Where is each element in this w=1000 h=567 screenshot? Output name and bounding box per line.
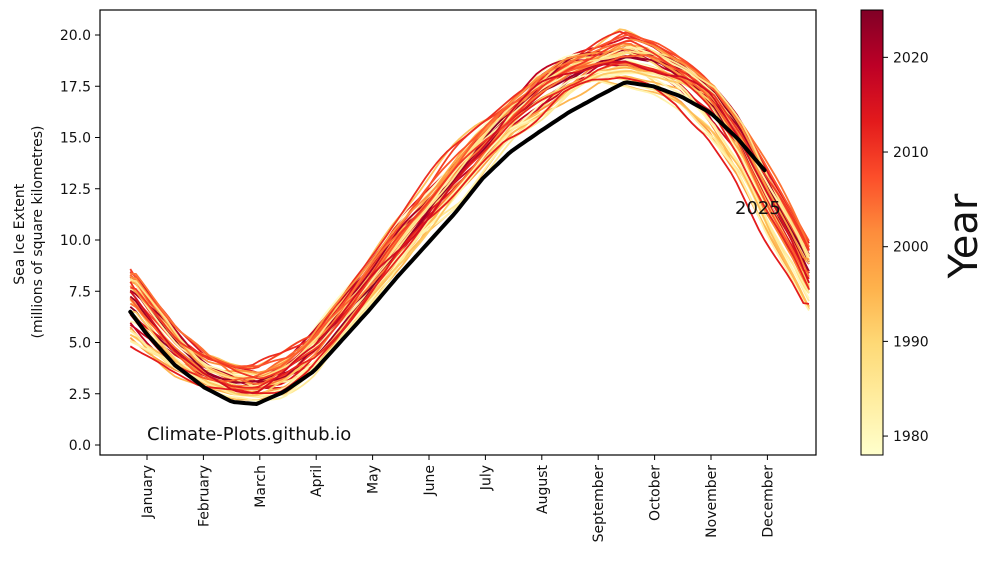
- x-tick-label: December: [760, 465, 776, 538]
- x-tick-label: February: [196, 465, 212, 527]
- y-axis-title-line2: (millions of square kilometres): [30, 126, 46, 339]
- x-tick-label: June: [422, 465, 438, 497]
- colorbar-tick-label: 2000: [893, 240, 929, 256]
- y-tick-label: 0.0: [69, 438, 91, 454]
- year-line: [129, 76, 810, 395]
- y-axis-title: Sea Ice Extent (millions of square kilom…: [12, 126, 46, 339]
- y-tick-label: 15.0: [60, 131, 91, 147]
- plot-frame: [99, 9, 817, 456]
- x-tick-label: October: [648, 465, 664, 521]
- year-line: [129, 74, 810, 398]
- y-axis: 0.0 2.5 5.0 7.5 10.0 12.5 15.0 17.5 20.0: [60, 28, 100, 454]
- year-line: [129, 60, 810, 394]
- x-tick-label: September: [591, 465, 607, 543]
- colorbar-tick-label: 1990: [893, 334, 929, 350]
- y-tick-label: 5.0: [69, 336, 91, 352]
- y-tick-label: 2.5: [69, 387, 91, 403]
- year-line: [130, 40, 810, 380]
- x-tick-label: March: [253, 465, 269, 508]
- year-line: [129, 56, 810, 384]
- colorbar-ticks: 1980 1990 2000 2010 2020: [883, 50, 929, 445]
- series-2025-line: [128, 80, 767, 406]
- x-tick-label: April: [309, 465, 325, 497]
- x-tick-label: November: [704, 465, 720, 538]
- y-tick-label: 17.5: [60, 79, 91, 95]
- y-tick-label: 12.5: [60, 182, 91, 198]
- y-tick-label: 10.0: [60, 233, 91, 249]
- year-line: [129, 75, 810, 396]
- y-tick-label: 7.5: [69, 284, 91, 300]
- x-tick-label: July: [478, 465, 494, 491]
- colorbar-tick-label: 2020: [893, 50, 929, 66]
- year-line: [129, 54, 810, 383]
- colorbar-tick-label: 1980: [893, 429, 929, 445]
- x-tick-label: January: [140, 465, 156, 519]
- y-tick-label: 20.0: [60, 28, 91, 44]
- y-axis-title-line1: Sea Ice Extent: [12, 183, 28, 285]
- year-line: [129, 75, 810, 396]
- colorbar-title: Year: [941, 193, 987, 279]
- x-tick-label: May: [366, 465, 382, 494]
- year-lines: [129, 28, 810, 402]
- year-line: [129, 72, 810, 391]
- colorbar: [860, 9, 884, 456]
- x-tick-label: August: [535, 464, 551, 514]
- colorbar-tick-label: 2010: [893, 145, 929, 161]
- annotation-2025: 2025: [735, 198, 781, 219]
- x-axis: January February March April May June July Augu…: [140, 455, 776, 542]
- year-line: [129, 61, 810, 389]
- watermark-text: Climate-Plots.github.io: [147, 424, 351, 445]
